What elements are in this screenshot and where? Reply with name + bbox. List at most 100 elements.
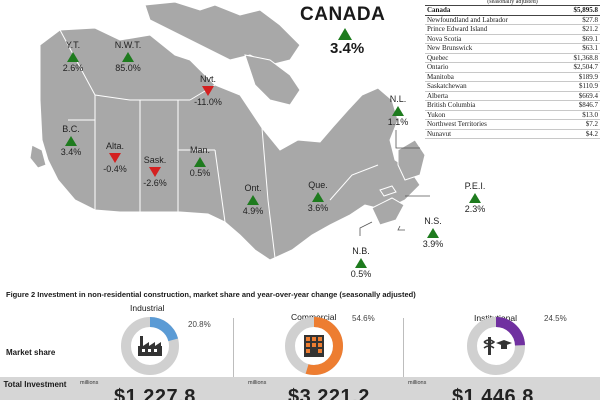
table-row: New Brunswick $63.1 [425, 44, 600, 54]
increase-arrow-icon [427, 228, 439, 238]
table-cell-value: $4.2 [585, 129, 598, 138]
province-bc: B.C. 3.4% [56, 124, 86, 158]
province-ont: Ont. 4.9% [238, 183, 268, 217]
table-cell-value: $2,504.7 [573, 63, 599, 71]
canada-map-shapes [29, 1, 430, 261]
table-cell-value: $7.2 [585, 120, 598, 128]
province-borders [59, 29, 379, 259]
table-row: Saskatchewan $110.9 [425, 82, 600, 92]
province-nwt-change: 85.0% [115, 63, 141, 73]
table-cell-value: $1,368.8 [573, 53, 599, 62]
millions-label: millions [408, 380, 427, 386]
province-nl-abbr: N.L. [389, 94, 407, 104]
table-cell-value: $846.7 [578, 101, 598, 109]
province-alta-change: -0.4% [103, 164, 127, 174]
total-investment-label: Total Investment [3, 380, 67, 389]
table-header: (seasonally adjusted) [425, 0, 600, 6]
table-cell-region: Nova Scotia [427, 34, 462, 43]
decrease-arrow-icon [109, 153, 121, 163]
province-man-change: 0.5% [189, 168, 211, 178]
table-row: Nova Scotia $69.1 [425, 34, 600, 44]
province-pei-abbr: P.E.I. [464, 181, 486, 191]
table-cell-region: Alberta [427, 91, 448, 100]
table-cell-value: $63.1 [582, 44, 598, 52]
province-nb: N.B. 0.5% [346, 246, 376, 280]
table-row: Yukon $13.0 [425, 110, 600, 120]
arctic-islands-shape [144, 1, 301, 66]
province-man-abbr: Man. [189, 145, 210, 155]
province-que-abbr: Que. [308, 180, 328, 190]
investment-table: (seasonally adjusted) Canada $5,895.8 Newf… [425, 0, 600, 139]
province-ont-change: 4.9% [242, 206, 264, 216]
donut-commercial-arc [285, 317, 343, 375]
province-nl: N.L. 1.1% [384, 94, 412, 128]
province-bc-abbr: B.C. [62, 124, 80, 134]
increase-arrow-icon [122, 52, 134, 62]
mainland-shape [39, 27, 421, 261]
increase-arrow-icon [67, 52, 79, 62]
leader-lines [359, 130, 430, 236]
table-cell-region: Northwest Territories [427, 120, 487, 128]
province-que-change: 3.6% [307, 203, 329, 213]
province-nb-change: 0.5% [350, 269, 372, 279]
office-building-icon [304, 335, 324, 357]
province-ont-abbr: Ont. [244, 183, 262, 193]
nova-scotia-shape [371, 197, 405, 226]
table-row: Prince Edward Island $21.2 [425, 25, 600, 35]
segment-industrial-share: 20.8% [188, 320, 211, 329]
segment-institutional-share: 24.5% [544, 314, 567, 323]
segment-industrial-label: Industrial [130, 303, 165, 313]
donut-commercial [285, 317, 343, 375]
increase-arrow-icon [469, 193, 481, 203]
table-cell-region: Newfoundland and Labrador [427, 15, 508, 24]
donut-institutional-arc [467, 317, 525, 375]
table-cell-region: New Brunswick [427, 44, 473, 52]
table-row: Newfoundland and Labrador $27.8 [425, 15, 600, 25]
table-cell-value: $21.2 [582, 25, 598, 33]
province-ns: N.S. 3.9% [418, 216, 448, 250]
table-cell-region: Saskatchewan [427, 82, 467, 90]
province-alta-abbr: Alta. [105, 141, 124, 151]
table-cell-value: $5,895.8 [573, 6, 599, 14]
millions-label: millions [248, 380, 267, 386]
donut-institutional [467, 317, 525, 375]
table-cell-region: Quebec [427, 53, 449, 62]
canada-title: CANADA [300, 4, 386, 25]
decrease-arrow-icon [202, 86, 214, 96]
province-nvt-abbr: Nvt. [199, 74, 216, 84]
market-share-label: Market share [6, 348, 56, 357]
table-cell-region: Canada [427, 6, 451, 14]
table-row: Nunavut $4.2 [425, 129, 600, 139]
province-nwt: N.W.T. 85.0% [108, 40, 148, 74]
divider [233, 318, 234, 380]
table-cell-value: $110.9 [579, 82, 598, 90]
table-cell-region: Prince Edward Island [427, 25, 488, 33]
canada-map: Y.T. 2.6% N.W.T. 85.0% Nvt. -11.0% B.C. … [29, 1, 492, 280]
province-alta: Alta. -0.4% [100, 141, 130, 175]
factory-icon [138, 336, 162, 356]
province-sask: Sask. -2.6% [140, 155, 170, 189]
table-row: Quebec $1,368.8 [425, 53, 600, 63]
province-sask-abbr: Sask. [143, 155, 167, 165]
table-row: Alberta $669.4 [425, 91, 600, 101]
province-nvt-change: -11.0% [194, 97, 222, 107]
increase-arrow-icon [355, 258, 367, 268]
segment-industrial-investment: $1,227.8 [114, 386, 196, 400]
table-cell-region: Yukon [427, 110, 446, 119]
province-nvt: Nvt. -11.0% [190, 74, 226, 108]
segment-commercial-investment: $3,221.2 [288, 386, 370, 400]
table-rows: Canada $5,895.8 Newfoundland and Labrador $… [425, 6, 600, 139]
increase-arrow-icon [392, 106, 404, 116]
millions-label: millions [80, 380, 99, 386]
donut-industrial-arc [121, 317, 179, 375]
table-row: Northwest Territories $7.2 [425, 120, 600, 130]
province-sask-change: -2.6% [143, 178, 167, 188]
province-pei: P.E.I. 2.3% [458, 181, 492, 215]
province-ns-abbr: N.S. [424, 216, 442, 226]
province-nb-abbr: N.B. [352, 246, 370, 256]
table-cell-value: $189.9 [578, 72, 598, 81]
vancouver-island-shape [29, 144, 47, 169]
table-row: British Columbia $846.7 [425, 101, 600, 111]
province-bc-change: 3.4% [60, 147, 82, 157]
pei-shape [379, 185, 397, 197]
